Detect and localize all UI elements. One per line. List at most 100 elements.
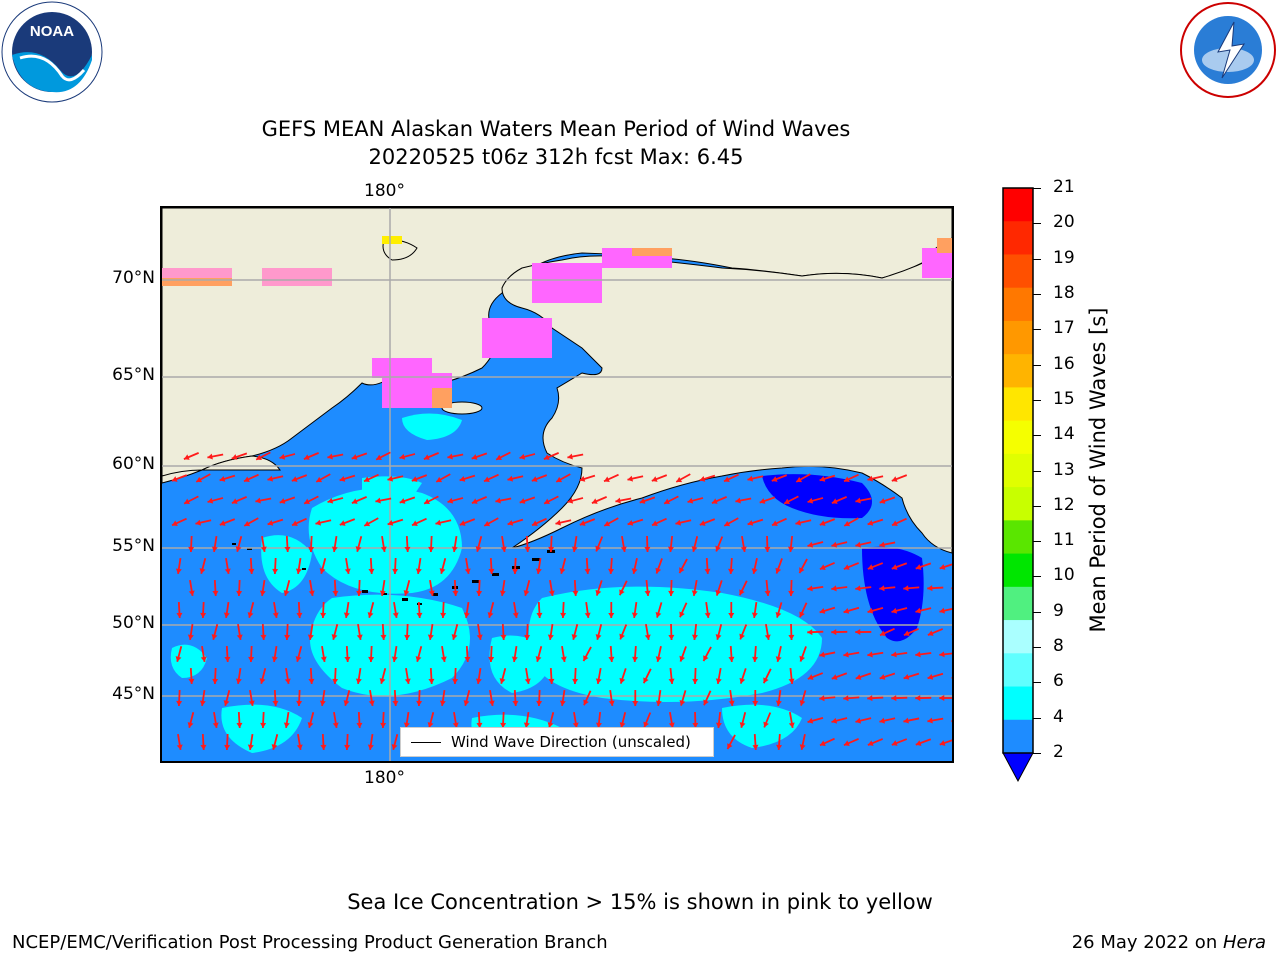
- wave-direction-arrowhead: [595, 589, 602, 596]
- wave-direction-arrowhead: [548, 546, 555, 552]
- wave-direction-arrowhead: [699, 520, 706, 526]
- wave-direction-arrowhead: [644, 590, 651, 596]
- colorbar-under-triangle: [1002, 752, 1034, 783]
- colorbar-cell: [1003, 620, 1033, 654]
- wave-direction-arrowhead: [807, 541, 814, 548]
- wave-direction-arrowhead: [855, 629, 861, 636]
- wave-direction-arrowhead: [511, 656, 518, 662]
- wave-direction-arrowhead: [903, 585, 909, 592]
- wave-direction-arrowhead: [447, 497, 454, 504]
- wave-direction-arrowhead: [547, 634, 554, 640]
- wave-direction-arrowhead: [532, 520, 538, 526]
- wave-direction-arrowhead: [891, 564, 898, 570]
- wave-direction-arrowhead: [632, 700, 639, 706]
- wave-direction-arrowhead: [207, 453, 213, 460]
- wave-direction-arrowhead: [316, 476, 323, 483]
- wave-direction-arrowhead: [867, 475, 874, 482]
- wave-direction-arrowhead: [211, 634, 218, 640]
- wave-direction-arrowhead: [255, 497, 261, 504]
- wave-direction-arrowhead: [320, 744, 327, 750]
- wave-direction-arrowhead: [799, 567, 805, 574]
- wave-direction-arrowhead: [631, 568, 638, 574]
- wave-direction-arrowhead: [356, 722, 363, 728]
- wave-direction-arrowhead: [379, 678, 386, 684]
- wave-direction-arrowhead: [256, 454, 262, 461]
- wave-direction-arrowhead: [668, 634, 675, 640]
- wave-direction-arrowhead: [560, 612, 567, 618]
- wave-direction-arrowhead: [211, 546, 218, 552]
- colorbar-tick-label: 19: [1053, 247, 1075, 268]
- wave-direction-arrowhead: [331, 546, 338, 552]
- wave-direction-arrowhead: [307, 634, 314, 640]
- wave-direction-arrowhead: [272, 612, 279, 618]
- wave-direction-arrowhead: [308, 546, 315, 552]
- wave-direction-arrowhead: [375, 497, 381, 504]
- wave-direction-arrowhead: [799, 700, 806, 706]
- wave-direction-arrowhead: [831, 717, 838, 724]
- nws-logo: [1178, 0, 1278, 100]
- wave-direction-arrowhead: [476, 722, 483, 728]
- wave-direction-arrowhead: [475, 678, 482, 684]
- wave-direction-arrowhead: [279, 453, 286, 460]
- wave-direction-arrowhead: [771, 476, 778, 482]
- wave-direction-arrowhead: [260, 634, 267, 640]
- wave-direction-arrowhead: [807, 629, 813, 636]
- wave-direction-arrowhead: [404, 546, 411, 552]
- wave-direction-arrowhead: [559, 700, 566, 706]
- colorbar-tick-mark: [1033, 364, 1041, 366]
- wave-direction-arrowhead: [799, 611, 805, 618]
- wave-direction-arrowhead: [807, 585, 813, 592]
- colorbar-cell: [1003, 586, 1033, 621]
- colorbar-cell: [1003, 420, 1033, 455]
- wave-direction-arrowhead: [572, 678, 579, 684]
- wave-direction-arrowhead: [283, 590, 290, 596]
- wave-direction-arrowhead: [279, 498, 286, 504]
- wave-direction-arrowhead: [879, 585, 885, 592]
- footer-credit: NCEP/EMC/Verification Post Processing Pr…: [12, 932, 608, 953]
- wave-direction-arrowhead: [752, 700, 759, 706]
- colorbar-tick-mark: [1033, 223, 1041, 225]
- wave-direction-arrowhead: [523, 722, 530, 728]
- wave-direction-arrowhead: [295, 568, 302, 574]
- wave-direction-arrowhead: [608, 656, 615, 662]
- wave-direction-arrowhead: [296, 612, 303, 618]
- lat-label-65n: 65°N: [112, 365, 155, 385]
- wave-direction-arrowhead: [891, 476, 898, 482]
- wave-direction-arrowhead: [304, 498, 310, 505]
- wave-direction-arrowhead: [739, 677, 746, 684]
- wave-direction-arrowhead: [772, 520, 778, 526]
- wave-direction-arrowhead: [728, 656, 735, 662]
- wave-direction-arrowhead: [199, 568, 206, 574]
- wave-direction-arrowhead: [855, 585, 861, 592]
- wave-direction-arrowhead: [447, 453, 453, 460]
- wave-direction-arrowhead: [475, 546, 482, 552]
- wave-direction-arrowhead: [751, 612, 758, 618]
- wave-direction-arrowhead: [200, 656, 207, 662]
- colorbar-cell: [1003, 453, 1033, 488]
- wave-direction-arrowhead: [176, 700, 183, 706]
- wave-direction-arrowhead: [308, 590, 315, 596]
- wave-direction-arrowhead: [231, 498, 238, 504]
- wave-direction-arrowhead: [867, 740, 874, 746]
- legend-text: Wind Wave Direction (unscaled): [451, 733, 691, 751]
- wave-direction-arrowhead: [484, 520, 491, 527]
- wave-direction-arrowhead: [703, 655, 709, 662]
- colorbar-tick-mark: [1033, 470, 1041, 472]
- wave-direction-arrowhead: [583, 655, 589, 662]
- wave-direction-arrowhead: [784, 498, 790, 505]
- wave-direction-arrowhead: [344, 744, 351, 750]
- wave-direction-arrowhead: [368, 656, 375, 662]
- footer-date-text: 26 May 2022 on: [1071, 932, 1223, 953]
- wave-direction-arrowhead: [391, 656, 398, 662]
- wave-direction-arrowhead: [531, 476, 538, 482]
- wave-direction-arrowhead: [188, 678, 195, 684]
- colorbar-cell: [1003, 287, 1033, 322]
- wave-direction-arrowhead: [740, 546, 747, 552]
- wave-direction-arrowhead: [892, 520, 898, 526]
- wave-direction-arrowhead: [843, 740, 850, 746]
- wave-direction-arrowhead: [675, 519, 682, 526]
- wave-direction-arrowhead: [831, 674, 838, 680]
- wave-direction-arrowhead: [752, 744, 759, 750]
- wave-direction-arrowhead: [604, 520, 611, 527]
- wave-direction-arrowhead: [727, 743, 733, 750]
